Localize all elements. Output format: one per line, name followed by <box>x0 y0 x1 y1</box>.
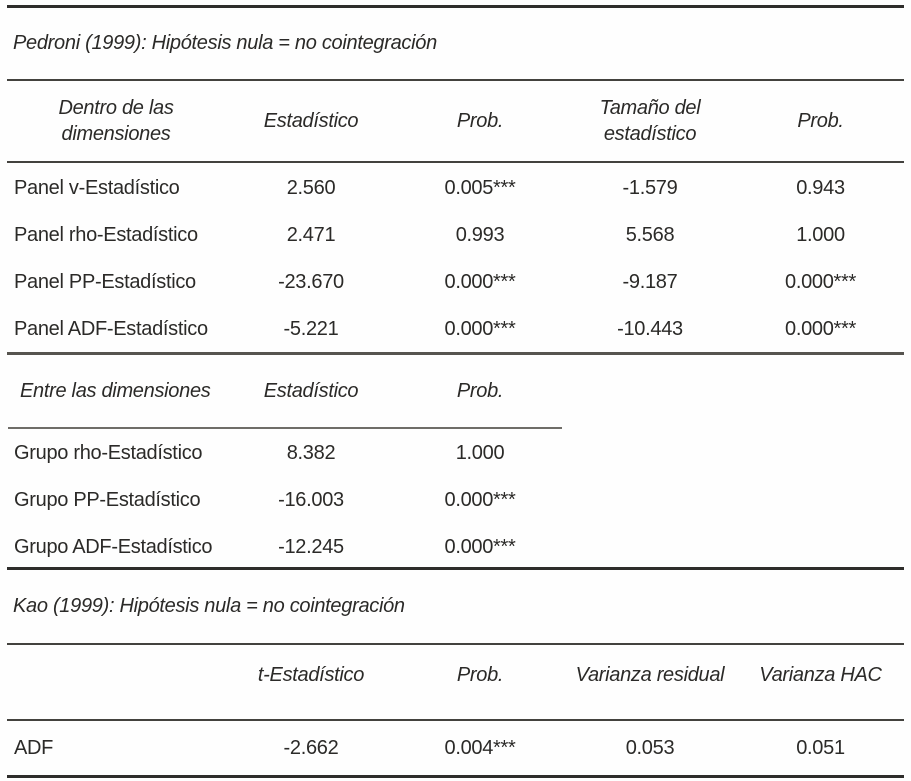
divider-under-between-header <box>8 427 562 429</box>
prob-value: 0.000*** <box>444 488 516 511</box>
divider-top <box>7 5 904 8</box>
row-label: Grupo PP-Estadístico <box>14 488 201 511</box>
prob-value: 0.005*** <box>444 176 516 199</box>
within-header-row: Dentro de las dimensiones Estadístico Pr… <box>0 82 911 160</box>
size-stat-value: -9.187 <box>622 270 678 293</box>
stat-value: 2.471 <box>286 223 336 246</box>
table-row-panel-v: Panel v-Estadístico 2.560 0.005*** -1.57… <box>0 164 911 211</box>
table-row-grupo-pp: Grupo PP-Estadístico -16.003 0.000*** <box>0 476 911 523</box>
between-col-header-prob: Prob. <box>456 380 504 402</box>
row-label: Panel v-Estadístico <box>14 176 180 199</box>
stat-value: -5.221 <box>283 317 339 340</box>
pedroni-title-band: Pedroni (1999): Hipótesis nula = no coin… <box>0 8 911 78</box>
t-stat-value: -2.662 <box>283 737 339 759</box>
within-col-header-dentro: Dentro de las dimensiones <box>58 97 174 145</box>
prob-value: 0.993 <box>455 223 505 246</box>
table-row-panel-rho: Panel rho-Estadístico 2.471 0.993 5.568 … <box>0 211 911 258</box>
prob-value: 0.000*** <box>444 270 516 293</box>
stat-value: 2.560 <box>286 176 336 199</box>
between-col-header-estadistico: Estadístico <box>263 380 359 402</box>
size-stat-value: 5.568 <box>625 223 675 246</box>
row-label: Grupo ADF-Estadístico <box>14 535 213 558</box>
divider-bottom <box>7 775 904 778</box>
row-label: Panel PP-Estadístico <box>14 270 196 293</box>
table-row-grupo-adf: Grupo ADF-Estadístico -12.245 0.000*** <box>0 523 911 570</box>
within-col-header-estadistico: Estadístico <box>263 110 359 132</box>
divider-under-kao-title <box>7 643 904 645</box>
within-col-header-prob2: Prob. <box>797 110 844 132</box>
kao-col-header-var-hac: Varianza HAC <box>759 664 882 686</box>
size-stat-value: -1.579 <box>622 176 678 199</box>
divider-under-within-header <box>7 161 904 163</box>
stat-value: 8.382 <box>286 441 336 464</box>
divider-between-bottom <box>7 567 904 570</box>
var-residual-value: 0.053 <box>625 737 675 759</box>
prob2-value: 0.000*** <box>785 317 856 340</box>
row-label: Grupo rho-Estadístico <box>14 441 203 464</box>
divider-under-pedroni-title <box>7 79 904 81</box>
between-header-row: Entre las dimensiones Estadístico Prob. <box>0 356 911 426</box>
row-label: Panel rho-Estadístico <box>14 223 198 246</box>
kao-section-title: Kao (1999): Hipótesis nula = no cointegr… <box>13 594 405 617</box>
kao-header-row: t-Estadístico Prob. Varianza residual Va… <box>0 646 911 704</box>
table-row-kao-adf: ADF -2.662 0.004*** 0.053 0.051 <box>0 722 911 774</box>
stat-value: -16.003 <box>278 488 344 511</box>
prob-value: 0.000*** <box>444 535 516 558</box>
within-col-header-prob: Prob. <box>456 110 504 132</box>
divider-under-kao-header <box>7 719 904 721</box>
between-col-header-entre: Entre las dimensiones <box>20 380 211 402</box>
prob2-value: 0.943 <box>796 176 845 199</box>
stat-value: -23.670 <box>278 270 344 293</box>
row-label: Panel ADF-Estadístico <box>14 317 208 340</box>
table-row-panel-adf: Panel ADF-Estadístico -5.221 0.000*** -1… <box>0 305 911 352</box>
stat-value: -12.245 <box>278 535 344 558</box>
prob2-value: 1.000 <box>796 223 845 246</box>
kao-col-header-t-estadistico: t-Estadístico <box>257 664 365 686</box>
var-hac-value: 0.051 <box>796 737 845 759</box>
table-row-grupo-rho: Grupo rho-Estadístico 8.382 1.000 <box>0 429 911 476</box>
within-col-header-tamano: Tamaño del estadístico <box>599 97 701 145</box>
pedroni-section-title: Pedroni (1999): Hipótesis nula = no coin… <box>13 31 437 54</box>
kao-title-band: Kao (1999): Hipótesis nula = no cointegr… <box>0 570 911 642</box>
kao-col-header-var-residual: Varianza residual <box>575 664 725 686</box>
prob-value: 0.000*** <box>444 317 516 340</box>
kao-col-header-prob: Prob. <box>456 664 504 686</box>
table-row-panel-pp: Panel PP-Estadístico -23.670 0.000*** -9… <box>0 258 911 305</box>
prob2-value: 0.000*** <box>785 270 856 293</box>
size-stat-value: -10.443 <box>617 317 683 340</box>
prob-value: 1.000 <box>455 441 505 464</box>
prob-value: 0.004*** <box>444 737 516 759</box>
divider-within-bottom <box>7 352 904 355</box>
row-label: ADF <box>14 737 54 759</box>
